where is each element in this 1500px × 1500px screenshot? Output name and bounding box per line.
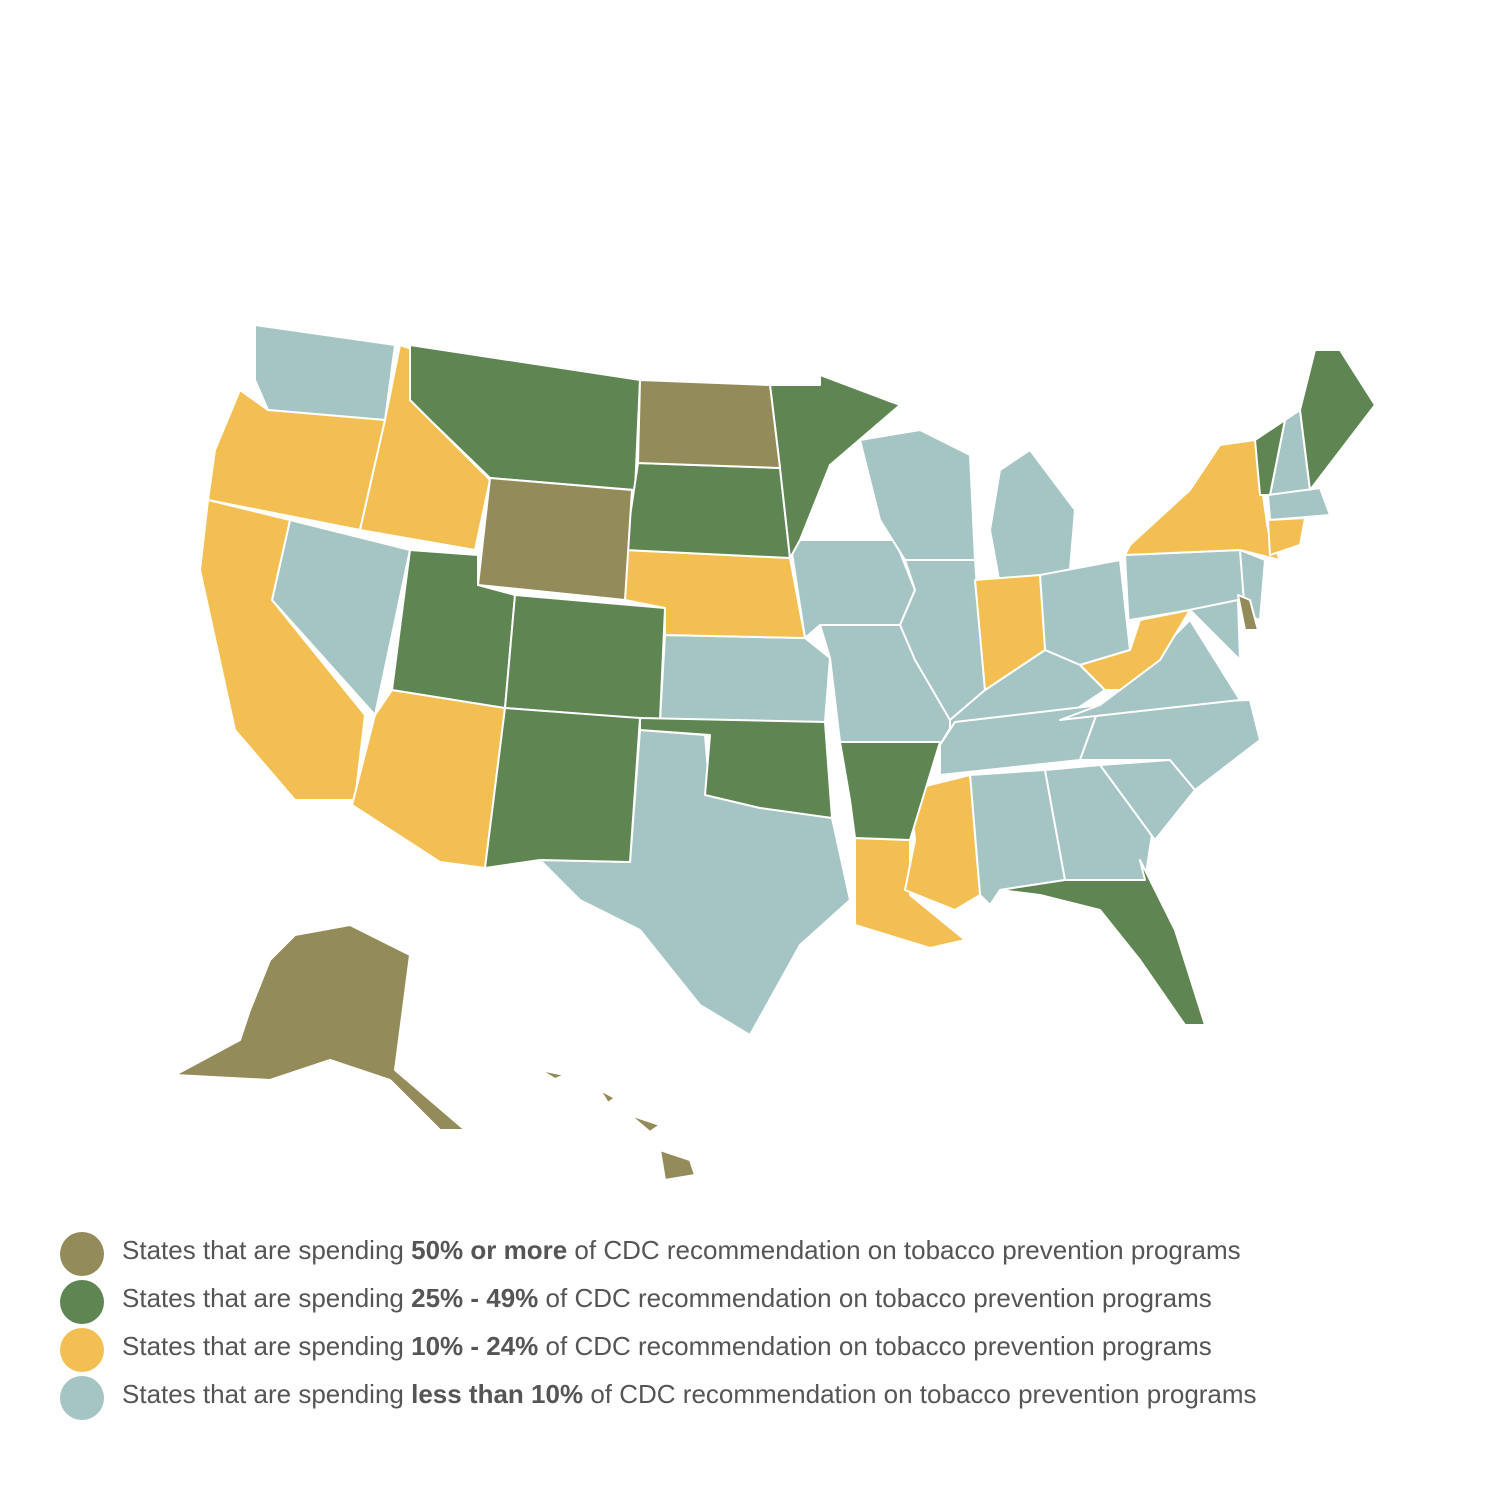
legend-emphasis: 50% or more [411,1235,568,1265]
legend-swatch [60,1280,104,1324]
legend-text: States that are spending 10% - 24% of CD… [122,1324,1342,1368]
legend-emphasis: 25% - 49% [411,1283,539,1313]
state [1039,559,1131,666]
state [1079,609,1191,691]
state [659,1149,696,1181]
state [659,634,831,723]
state [484,707,641,869]
state [477,477,633,601]
legend-text-after: of CDC recommendation on tobacco prevent… [590,1379,1257,1409]
legend-text-before: States that are spending [122,1235,404,1265]
legend-emphasis: less than 10% [411,1379,584,1409]
state [637,379,781,469]
us-map [174,324,1376,1181]
state [974,574,1046,691]
state [629,1114,661,1133]
state [789,539,916,639]
state [1267,517,1306,556]
legend-swatch [60,1232,104,1276]
legend-item: States that are spending 50% or more of … [60,1232,1460,1276]
legend-swatch [60,1328,104,1372]
state [769,374,901,559]
state [904,774,981,911]
legend-text: States that are spending less than 10% o… [122,1372,1342,1416]
legend-text-before: States that are spending [122,1331,404,1361]
legend-text: States that are spending 25% - 49% of CD… [122,1276,1342,1320]
state [539,1069,566,1080]
legend-text-after: of CDC recommendation on tobacco prevent… [545,1331,1212,1361]
state [599,1089,616,1104]
state [639,717,833,819]
legend-swatch [60,1376,104,1420]
legend-text: States that are spending 50% or more of … [122,1228,1342,1272]
legend-text-after: of CDC recommendation on tobacco prevent… [545,1283,1212,1313]
state [174,924,466,1131]
legend: States that are spending 50% or more of … [60,1232,1460,1428]
legend-text-after: of CDC recommendation on tobacco prevent… [574,1235,1241,1265]
state [1237,594,1259,631]
state [999,859,1206,1026]
state [254,324,396,421]
legend-item: States that are spending 10% - 24% of CD… [60,1328,1460,1372]
state [1299,349,1376,491]
state [1254,419,1286,496]
legend-text-before: States that are spending [122,1283,404,1313]
state [1267,487,1331,521]
state [989,449,1076,586]
state [504,594,666,721]
state [839,741,941,841]
legend-item: States that are spending 25% - 49% of CD… [60,1280,1460,1324]
legend-item: States that are spending less than 10% o… [60,1376,1460,1420]
legend-emphasis: 10% - 24% [411,1331,539,1361]
state [624,462,791,559]
legend-text-before: States that are spending [122,1379,404,1409]
state [351,689,506,869]
